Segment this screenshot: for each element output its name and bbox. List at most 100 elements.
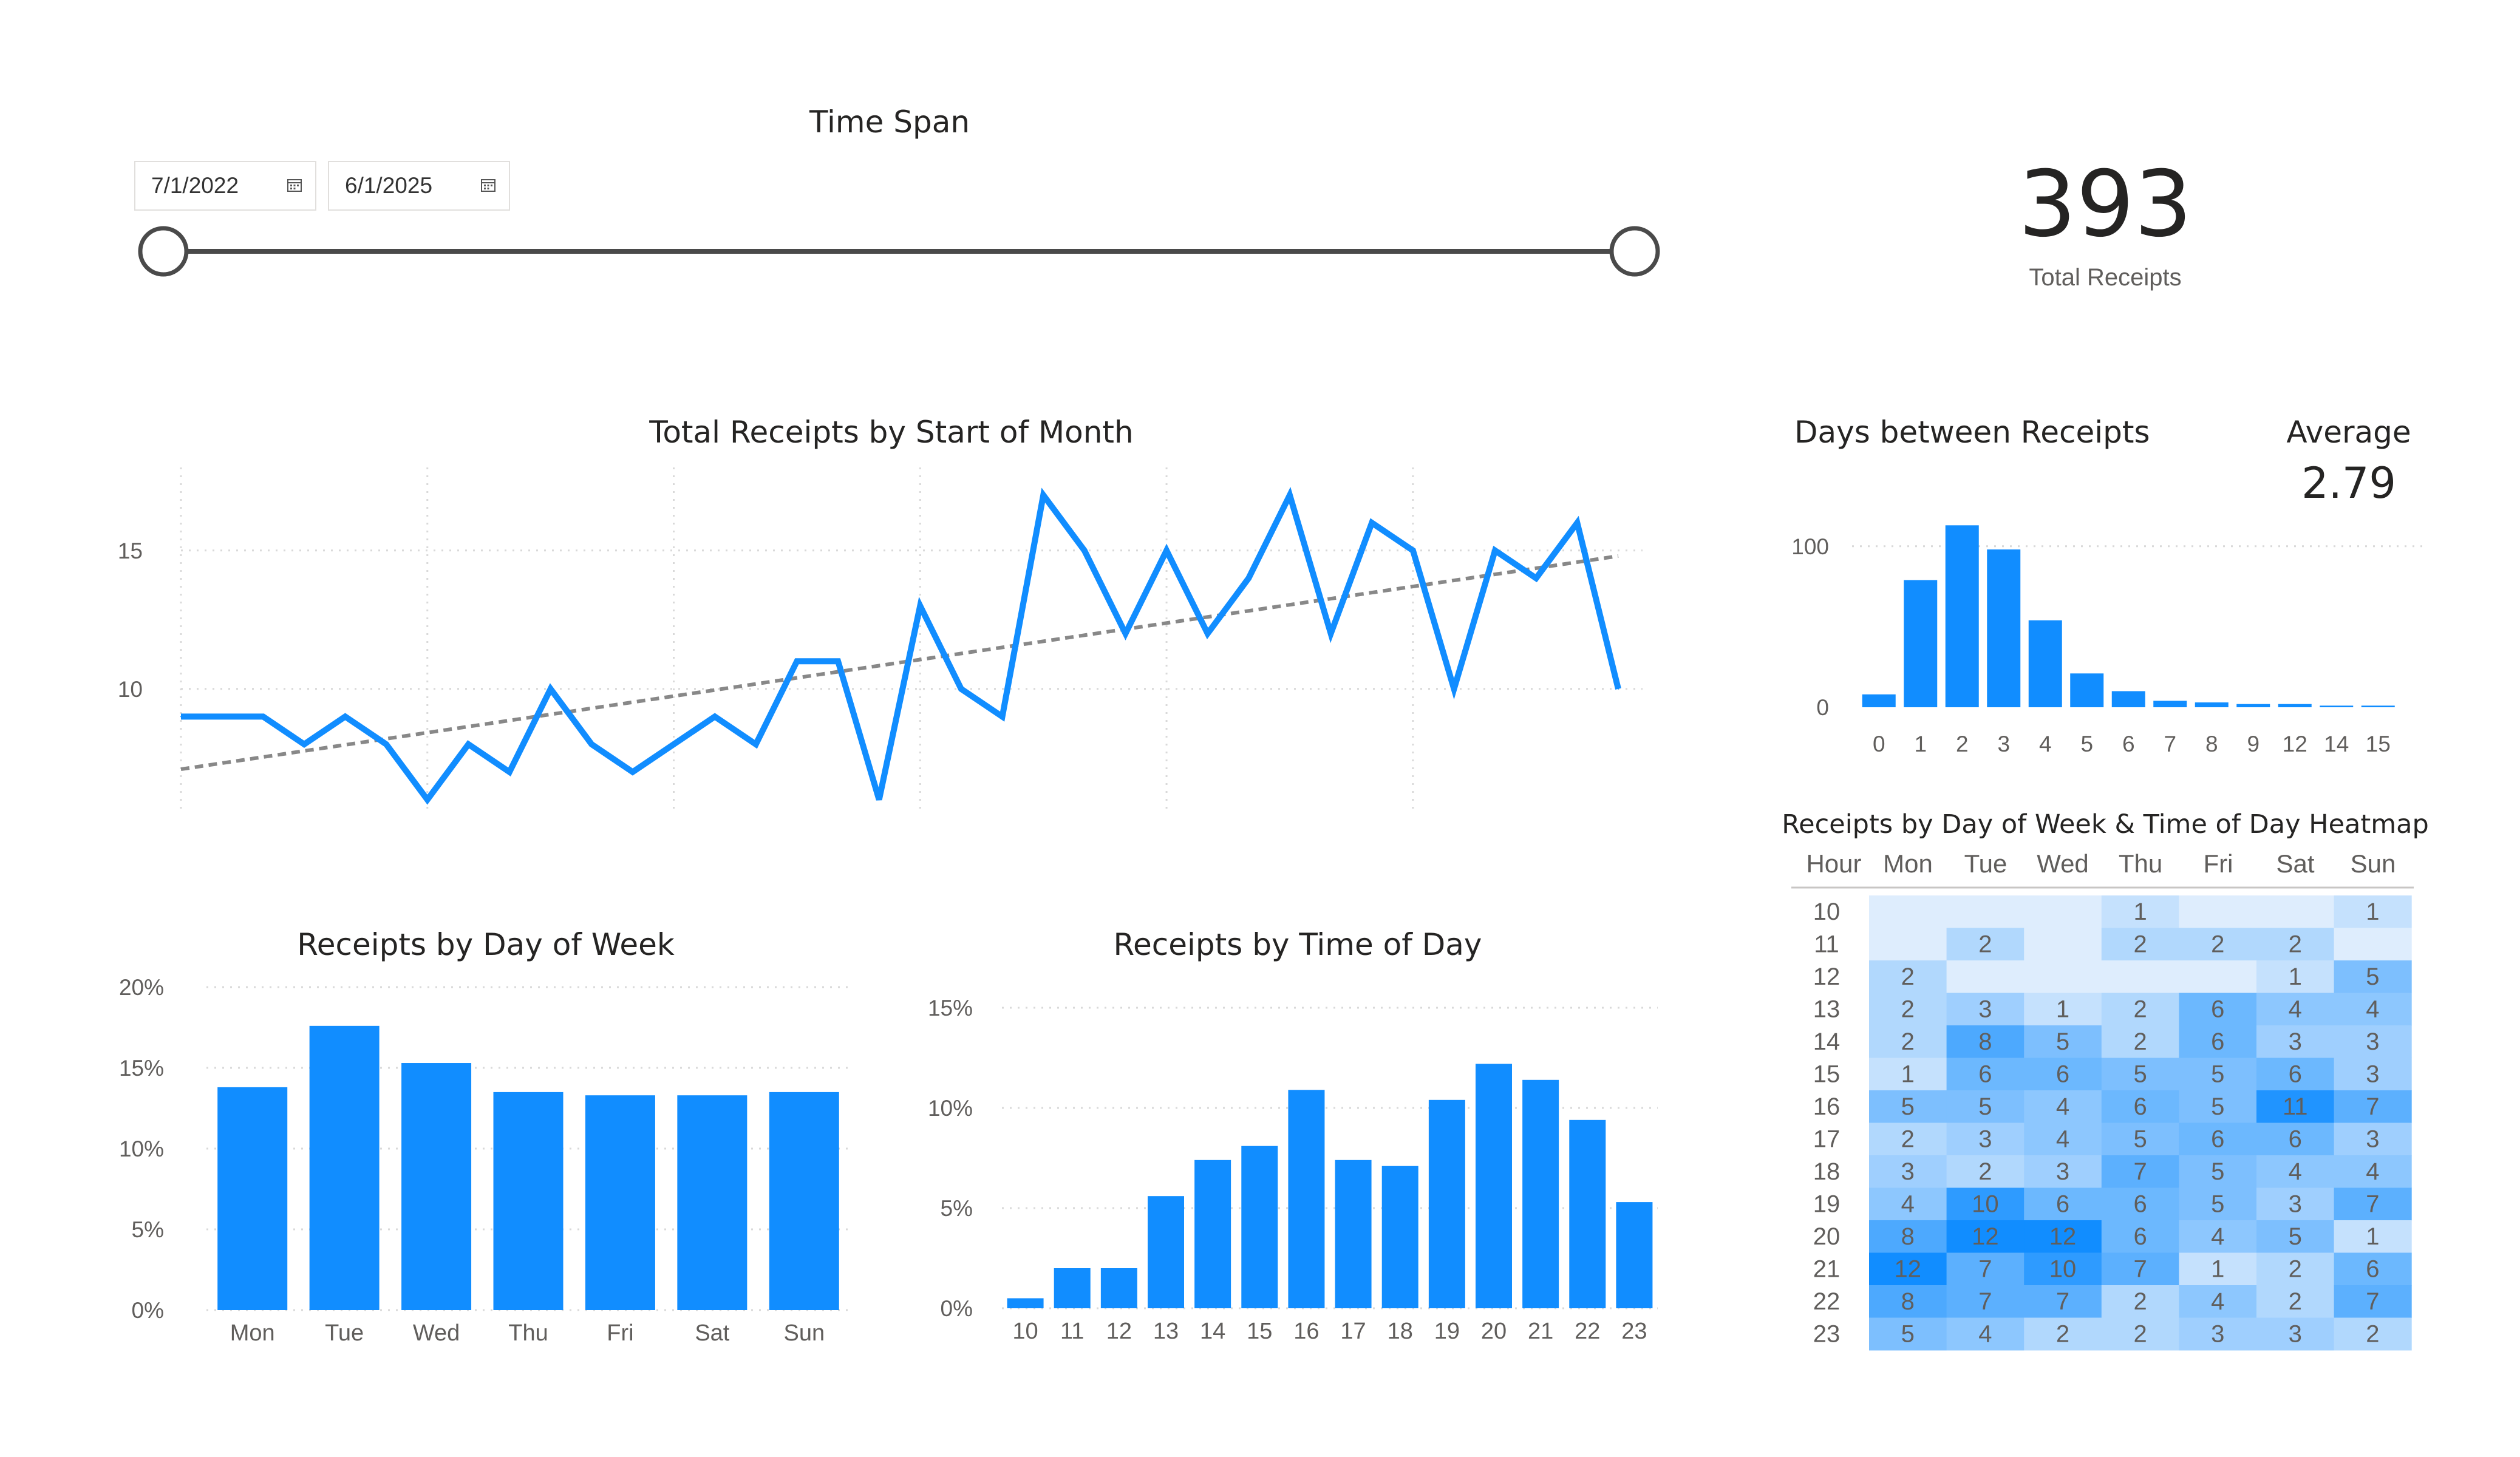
x-tick-label: 11 [1060,1319,1084,1344]
gap-bar [2278,704,2312,707]
heatmap-cell [1869,928,1947,961]
heatmap-cell [2101,895,2179,928]
heatmap-cell [1946,1122,2025,1156]
heatmap-cell [2024,1122,2102,1156]
heatmap-cell-value: 4 [2366,1158,2379,1185]
heatmap-cell [2024,1252,2102,1286]
heatmap-cell-value: 2 [2289,1256,2302,1283]
heatmap-cell-value: 2 [1978,931,1992,958]
y-tick-label: 20% [119,975,164,1000]
heatmap-cell [1869,1252,1947,1286]
data-point [837,661,839,662]
data-point [1043,494,1044,496]
gap-bar [2153,701,2187,707]
heatmap-row-label: 12 [1813,963,1841,990]
slider-start-handle[interactable] [138,226,189,277]
data-point [632,771,633,773]
heatmap-column-header: Wed [2037,849,2089,878]
x-tick-label: 22 [1575,1319,1600,1344]
heatmap-cell [2179,1122,2257,1156]
heatmap-cell [1946,1317,2025,1351]
heatmap-cell-value: 7 [2133,1158,2147,1185]
end-date-input[interactable]: 6/1/2025 [328,161,510,211]
heatmap-cell-value: 6 [1978,1061,1992,1088]
data-point [180,716,182,718]
heatmap-cell-value: 3 [2289,1321,2302,1348]
heatmap-cell [2334,928,2412,961]
heatmap-cell [2024,1058,2102,1091]
heatmap-cell-value: 3 [2056,1158,2069,1185]
gap-bar [2070,673,2104,707]
y-tick-label: 10% [119,1136,164,1161]
category-bar [1381,1166,1418,1308]
x-tick-label: Thu [508,1320,548,1346]
category-bar [1616,1202,1653,1308]
x-tick-label: 0 [1873,732,1885,753]
heatmap-cell [2334,1187,2412,1221]
heatmap-cell-value: 2 [1901,1028,1915,1055]
heatmap-cell-value: 2 [2133,931,2147,958]
kpi-label: Total Receipts [2029,264,2182,291]
heatmap-cell [2334,1058,2412,1091]
start-date-input[interactable]: 7/1/2022 [134,161,316,211]
heatmap-cell [2256,1285,2335,1318]
category-bar [1007,1298,1044,1308]
x-tick-label: 6 [2122,732,2135,753]
heatmap-cell [2334,1285,2412,1318]
data-point [1412,549,1414,551]
heatmap-cell [1946,1220,2025,1253]
heatmap-cell [1946,1187,2025,1221]
category-bar [1194,1160,1231,1308]
heatmap-cell [2256,1220,2335,1253]
heatmap-cell [1946,1025,2025,1058]
x-tick-label: 20 [1481,1319,1507,1344]
heatmap-cell-value: 3 [2366,1061,2379,1088]
heatmap-cell-value: 2 [2211,931,2224,958]
gap-bar [2195,702,2229,707]
heatmap-cell [1869,960,1947,993]
heatmap-cell [2179,1025,2257,1058]
calendar-icon[interactable] [287,178,302,192]
heatmap-cell [2256,1155,2335,1188]
category-bar [1100,1268,1137,1308]
end-date-value: 6/1/2025 [345,173,433,198]
data-point [1248,577,1250,579]
heatmap-cell-value: 11 [2283,1093,2308,1120]
heatmap-cell-value: 3 [2289,1028,2302,1055]
heatmap-cell-value: 4 [2211,1223,2224,1250]
heatmap-cell-value: 3 [2366,1028,2379,1055]
heatmap-cell-value: 1 [2289,963,2302,990]
slider-end-handle[interactable] [1609,226,1660,277]
heatmap-cell [1946,1058,2025,1091]
heatmap-row-label: 13 [1813,996,1841,1023]
heatmap-row-label: 23 [1813,1321,1841,1348]
heatmap-cell [1869,1058,1947,1091]
heatmap-cell [2101,1317,2179,1351]
gap-bar [2236,704,2270,707]
heatmap-cell-value: 10 [2049,1256,2077,1283]
heatmap-cell-value: 2 [2133,1321,2147,1348]
heatmap-cell-value: 2 [2289,1288,2302,1315]
heatmap-cell-value: 7 [2366,1191,2379,1218]
category-bar [1288,1090,1325,1308]
heatmap-cell [2256,1122,2335,1156]
heatmap-cell [2179,1285,2257,1318]
date-range-slider[interactable] [134,222,1676,282]
data-point [1453,688,1455,690]
category-bar [1241,1146,1278,1308]
calendar-icon[interactable] [481,178,495,192]
category-bar [401,1063,472,1310]
gap-bar [2028,620,2062,707]
heatmap-cell-value: 5 [2133,1126,2147,1153]
data-point [1330,633,1332,634]
data-point [426,799,428,801]
gap-bar [1945,525,1979,707]
heatmap-cell-value: 2 [1901,996,1915,1023]
data-point [1289,494,1290,496]
heatmap-row-label: 17 [1813,1126,1841,1153]
monthly-line-chart: Jul 2022Jan 2023Jul 2023Jan 2024Jul 2024… [118,467,1643,813]
gap-bar [2361,705,2395,707]
heatmap-cell [2256,1025,2335,1058]
heatmap-title: Receipts by Day of Week & Time of Day He… [1782,809,2429,840]
